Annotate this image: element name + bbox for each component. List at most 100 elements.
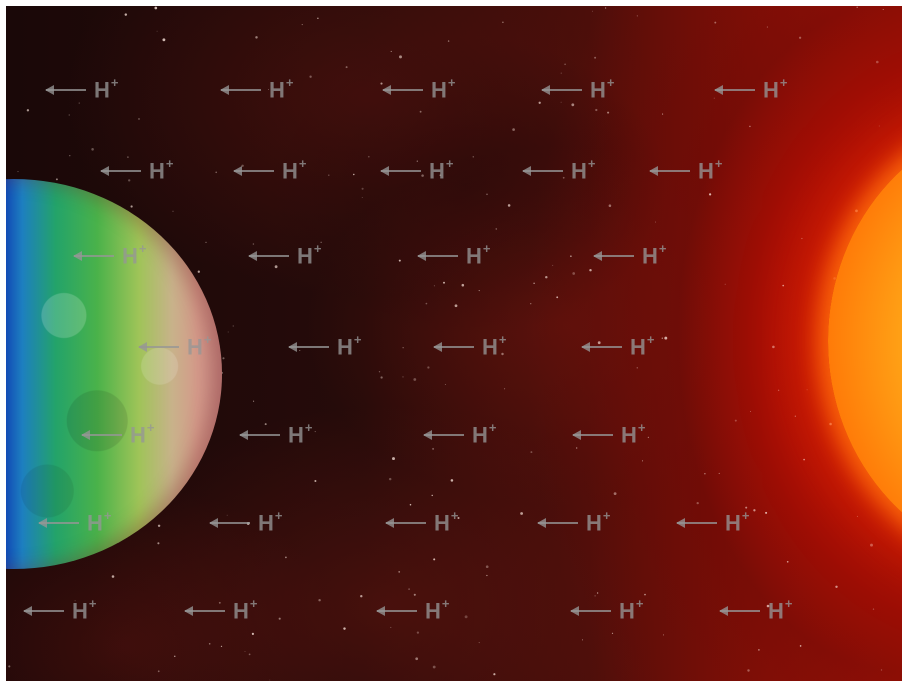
star [253,400,255,402]
star [594,595,596,597]
star [205,241,207,244]
proton-symbol: H+ [482,332,507,360]
star [753,509,756,512]
star [663,634,664,636]
star [353,173,355,176]
star [582,639,583,641]
star [74,600,76,602]
star [390,50,392,52]
star [533,282,535,285]
proton-label: H+ [593,242,666,267]
left-arrow-icon [380,165,421,176]
proton-label: H+ [248,241,322,269]
star [421,174,424,177]
left-arrow-icon [73,250,114,261]
proton-symbol: H+ [297,241,322,269]
star [661,337,663,339]
star [222,357,225,360]
left-arrow-icon [184,605,225,616]
star [556,296,559,299]
left-arrow-icon [288,341,329,352]
proton-symbol: H+ [130,420,155,448]
star [425,302,428,305]
proton-symbol: H+ [282,156,307,184]
star [745,506,748,509]
star [413,378,417,381]
star [172,210,174,212]
proton-symbol: H+ [288,420,313,448]
star [314,479,317,483]
proton-symbol: H+ [87,508,112,536]
left-arrow-icon [45,84,86,95]
proton-symbol: H+ [258,508,283,536]
proton-label: H+ [23,597,96,622]
proton-label: H+ [719,597,792,622]
star [504,388,506,390]
star [803,458,805,461]
proton-label: H+ [417,242,490,267]
star [798,36,802,39]
proton-symbol: H+ [763,75,788,103]
proton-symbol: H+ [337,332,362,360]
proton-symbol: H+ [586,508,611,536]
proton-symbol: H+ [233,596,258,624]
star [443,281,445,284]
star [124,13,128,16]
proton-label: H+ [537,508,611,536]
star [267,88,270,91]
star [724,283,726,285]
proton-symbol: H+ [621,420,646,448]
star [127,156,129,159]
star [162,38,166,42]
star [416,631,420,634]
star [264,423,267,426]
proton-label: H+ [433,332,507,360]
star [208,643,211,645]
star [880,669,883,671]
star [611,632,614,634]
star [284,556,287,559]
proton-symbol: H+ [630,332,655,360]
star [713,97,715,99]
star [772,345,775,349]
proton-label: H+ [385,509,458,534]
proton-symbol: H+ [149,156,174,184]
star [328,174,330,176]
star [608,204,612,207]
star [220,645,223,648]
star [530,451,533,454]
proton-label: H+ [380,156,454,184]
star [595,108,598,112]
star [485,565,489,569]
star [301,24,303,26]
star [317,17,319,19]
star [138,118,140,120]
proton-symbol: H+ [429,156,454,184]
star [875,60,879,64]
left-arrow-icon [81,429,122,440]
space-scene: H+ H+ H+ H+ H+ H+ H+ H+ H+ H+ H+ H+ H+ H+ H+ H+ H+ H+ H+ H+… [6,6,902,681]
proton-label: H+ [100,156,174,184]
left-arrow-icon [417,250,458,261]
star [447,40,450,42]
star [419,110,422,113]
proton-symbol: H+ [269,75,294,103]
star [829,422,832,426]
star [251,632,254,636]
left-arrow-icon [714,84,755,95]
star [806,389,808,391]
left-arrow-icon [100,165,141,176]
proton-label: H+ [239,420,313,448]
left-arrow-icon [593,250,634,261]
star [478,290,480,292]
proton-label: H+ [233,156,307,184]
star [274,265,278,269]
star [278,617,281,620]
star [560,101,562,103]
star [538,101,541,104]
proton-label: H+ [572,420,646,448]
star [454,304,458,308]
left-arrow-icon [541,84,582,95]
star [878,125,880,127]
proton-label: H+ [138,333,211,358]
